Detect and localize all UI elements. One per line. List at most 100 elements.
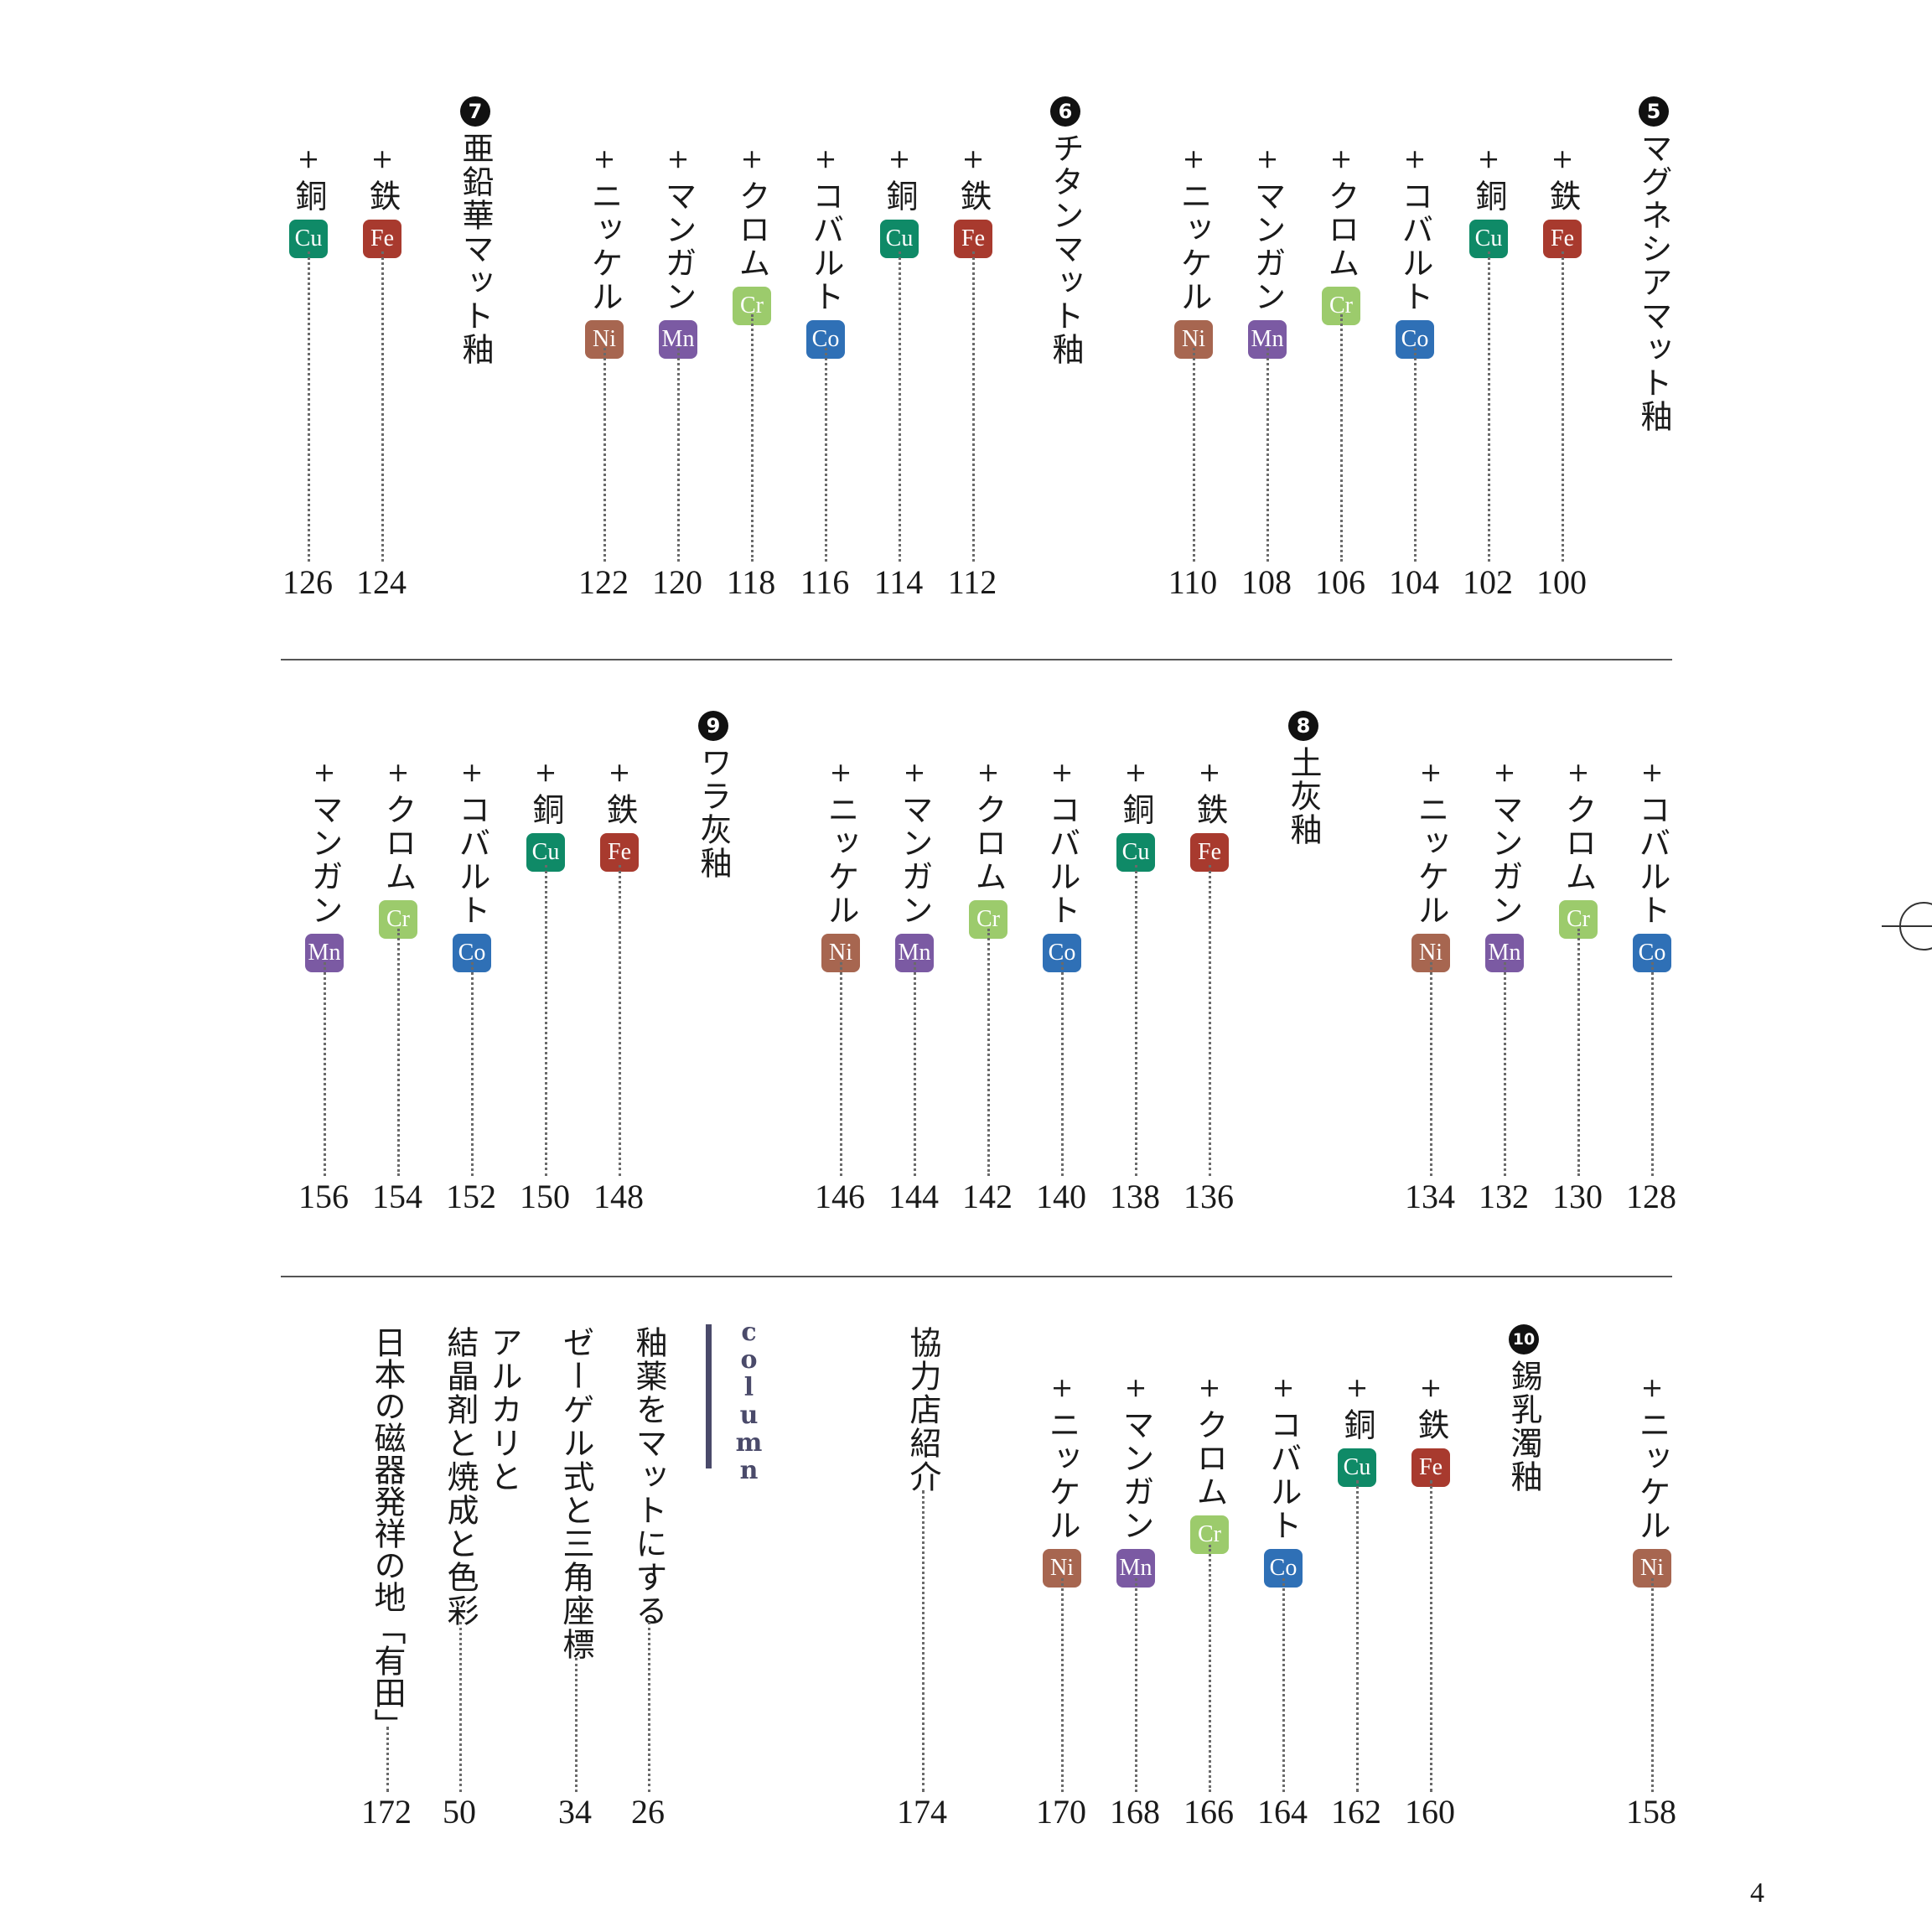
plus-sign: +: [1120, 756, 1152, 790]
entry-104-co[interactable]: + コバルト Co: [1390, 142, 1440, 359]
column-item-alkali-line2[interactable]: 結晶剤と焼成と色彩: [435, 1326, 485, 1628]
plus-sign: +: [1194, 756, 1225, 790]
page-number: 148: [593, 1178, 644, 1215]
element-badge-cu: Cu: [1338, 1448, 1376, 1487]
column-item-alkali-line1[interactable]: アルカリと: [479, 1326, 529, 1494]
leader-dots: [1504, 962, 1506, 1176]
entry-label: クロム: [1191, 1408, 1228, 1509]
entry-130-cr[interactable]: + クロム Cr: [1553, 756, 1603, 939]
entry-112-fe[interactable]: + 鉄 Fe: [948, 142, 998, 258]
leader-dots: [914, 962, 916, 1176]
column-label: column: [734, 1318, 764, 1484]
leader-dots: [603, 348, 606, 562]
entry-label: 銅: [290, 179, 327, 213]
section-number-badge: 8: [1288, 711, 1318, 741]
entry-106-cr[interactable]: + クロム Cr: [1316, 142, 1366, 325]
page-number: 120: [652, 563, 702, 601]
entry-label: ニッケル: [1412, 793, 1449, 927]
entry-124-fe[interactable]: + 鉄 Fe: [357, 142, 407, 258]
entry-168-mn[interactable]: + マンガン Mn: [1111, 1371, 1161, 1588]
page-number: 50: [443, 1793, 476, 1831]
section-title: ワラ灰釉: [695, 746, 732, 880]
leader-dots: [840, 962, 842, 1176]
entry-156-mn[interactable]: + マンガン Mn: [299, 756, 350, 972]
entry-116-co[interactable]: + コバルト Co: [800, 142, 851, 359]
leader-dots: [397, 929, 400, 1176]
entry-label: ゼーゲル式と三角座標: [557, 1326, 594, 1661]
page-number: 150: [520, 1178, 570, 1215]
entry-148-fe[interactable]: + 鉄 Fe: [594, 756, 645, 872]
entry-120-mn[interactable]: + マンガン Mn: [653, 142, 703, 359]
entry-160-fe[interactable]: + 鉄 Fe: [1406, 1371, 1456, 1487]
entry-164-co[interactable]: + コバルト Co: [1258, 1371, 1308, 1588]
column-item-seger[interactable]: ゼーゲル式と三角座標: [551, 1326, 601, 1661]
leader-dots: [899, 251, 901, 562]
entry-132-mn[interactable]: + マンガン Mn: [1479, 756, 1530, 972]
entry-kyoryoku[interactable]: 協力店紹介: [898, 1326, 948, 1494]
leader-dots: [648, 1622, 650, 1792]
entry-154-cr[interactable]: + クロム Cr: [373, 756, 423, 939]
page-number: 166: [1184, 1793, 1234, 1831]
leader-dots: [1562, 251, 1564, 562]
page-number: 170: [1036, 1793, 1086, 1831]
entry-136-fe[interactable]: + 鉄 Fe: [1184, 756, 1235, 872]
entry-150-cu[interactable]: + 銅 Cu: [521, 756, 571, 872]
page-number: 164: [1257, 1793, 1308, 1831]
entry-108-mn[interactable]: + マンガン Mn: [1242, 142, 1292, 359]
entry-144-mn[interactable]: + マンガン Mn: [889, 756, 940, 972]
entry-102-cu[interactable]: + 銅 Cu: [1463, 142, 1514, 258]
entry-138-cu[interactable]: + 銅 Cu: [1111, 756, 1161, 872]
page-number: 116: [800, 563, 850, 601]
leader-dots: [1577, 929, 1580, 1176]
entry-label: ニッケル: [1175, 179, 1212, 313]
page-number: 104: [1389, 563, 1439, 601]
entry-140-co[interactable]: + コバルト Co: [1037, 756, 1087, 972]
page-number: 26: [631, 1793, 665, 1831]
section-title: 亜鉛華マット釉: [457, 132, 494, 366]
column-item-matte[interactable]: 釉薬をマットにする: [624, 1326, 674, 1628]
page-number: 142: [962, 1178, 1013, 1215]
entry-128-co[interactable]: + コバルト Co: [1627, 756, 1677, 972]
entry-110-ni[interactable]: + ニッケル Ni: [1168, 142, 1219, 359]
element-badge-co: Co: [453, 934, 491, 972]
plus-sign: +: [1415, 756, 1447, 790]
leader-dots: [386, 1727, 389, 1792]
leader-dots: [1061, 962, 1064, 1176]
plus-sign: +: [883, 142, 915, 176]
entry-146-ni[interactable]: + ニッケル Ni: [816, 756, 866, 972]
leader-dots: [677, 348, 680, 562]
column-item-arita[interactable]: 日本の磁器発祥の地「有田」: [362, 1326, 412, 1740]
entry-166-cr[interactable]: + クロム Cr: [1184, 1371, 1235, 1554]
entry-label: クロム: [970, 793, 1007, 893]
leader-dots: [1061, 1578, 1064, 1792]
page-number: 124: [356, 563, 407, 601]
entry-118-cr[interactable]: + クロム Cr: [727, 142, 777, 325]
entry-170-ni[interactable]: + ニッケル Ni: [1037, 1371, 1087, 1588]
entry-label: クロム: [1323, 179, 1360, 280]
page-number: 112: [947, 563, 997, 601]
entry-126-cu[interactable]: + 銅 Cu: [283, 142, 334, 258]
section-title: 錫乳濁釉: [1505, 1360, 1542, 1494]
page-number: 156: [298, 1178, 349, 1215]
entry-152-co[interactable]: + コバルト Co: [447, 756, 497, 972]
page-number: 102: [1463, 563, 1513, 601]
element-badge-ni: Ni: [1174, 320, 1213, 359]
leader-dots: [1430, 1480, 1432, 1792]
entry-label: アルカリと: [485, 1326, 522, 1494]
section-title: マグネシアマット釉: [1635, 132, 1672, 433]
leader-dots: [987, 929, 990, 1176]
entry-114-cu[interactable]: + 銅 Cu: [874, 142, 925, 258]
heading-5-magnesia-matte: 5 マグネシアマット釉: [1629, 96, 1679, 433]
entry-142-cr[interactable]: + クロム Cr: [963, 756, 1013, 939]
entry-122-ni[interactable]: + ニッケル Ni: [579, 142, 629, 359]
plus-sign: +: [662, 142, 694, 176]
entry-134-ni[interactable]: + ニッケル Ni: [1406, 756, 1456, 972]
section-divider: [281, 1276, 1672, 1277]
leader-dots: [1135, 865, 1137, 1176]
entry-162-cu[interactable]: + 銅 Cu: [1332, 1371, 1382, 1487]
entry-158-ni[interactable]: + ニッケル Ni: [1627, 1371, 1677, 1588]
leader-dots: [459, 1622, 462, 1792]
page-number: 168: [1110, 1793, 1160, 1831]
entry-100-fe[interactable]: + 鉄 Fe: [1537, 142, 1588, 258]
entry-label: マンガン: [306, 793, 343, 927]
